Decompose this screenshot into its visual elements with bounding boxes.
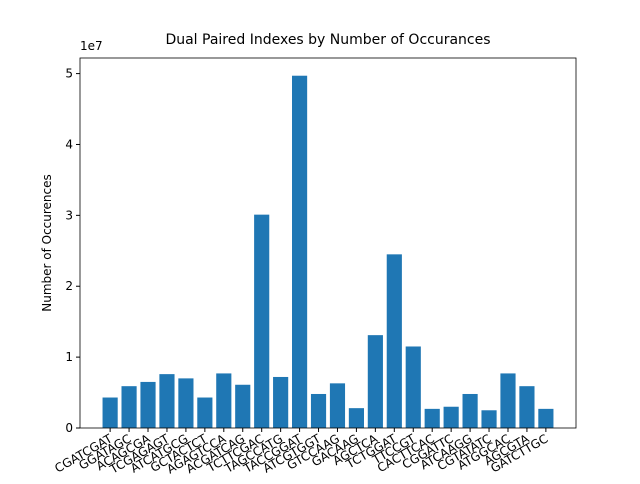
bar	[254, 214, 270, 428]
bar	[424, 408, 440, 428]
bar	[273, 376, 289, 428]
bar	[386, 254, 402, 428]
y-tick-label: 2	[65, 279, 73, 293]
bar	[310, 393, 327, 428]
y-axis-label: Number of Occurences	[40, 174, 54, 312]
bar	[481, 410, 497, 428]
bar	[121, 386, 137, 428]
plot-frame	[79, 57, 577, 429]
bar	[235, 384, 251, 428]
y-tick-label: 1	[65, 350, 73, 364]
bar	[500, 373, 516, 428]
bar	[367, 335, 383, 428]
bar	[102, 397, 118, 428]
bar	[216, 373, 232, 428]
y-tick-label: 4	[65, 137, 73, 151]
y-offset-label: 1e7	[80, 39, 103, 53]
bar	[292, 75, 308, 428]
bar	[178, 378, 194, 428]
bar	[538, 408, 554, 428]
bar	[519, 386, 535, 428]
bar	[462, 393, 478, 428]
bar	[348, 408, 364, 428]
bar	[159, 374, 175, 428]
y-tick-label: 5	[65, 67, 73, 81]
bar	[443, 406, 459, 428]
y-tick-label: 3	[65, 208, 73, 222]
bar	[197, 397, 213, 428]
bar	[405, 346, 421, 428]
bar	[329, 383, 346, 428]
chart-title: Dual Paired Indexes by Number of Occuran…	[165, 32, 490, 48]
bar	[140, 381, 156, 428]
y-tick-label: 0	[65, 421, 73, 435]
